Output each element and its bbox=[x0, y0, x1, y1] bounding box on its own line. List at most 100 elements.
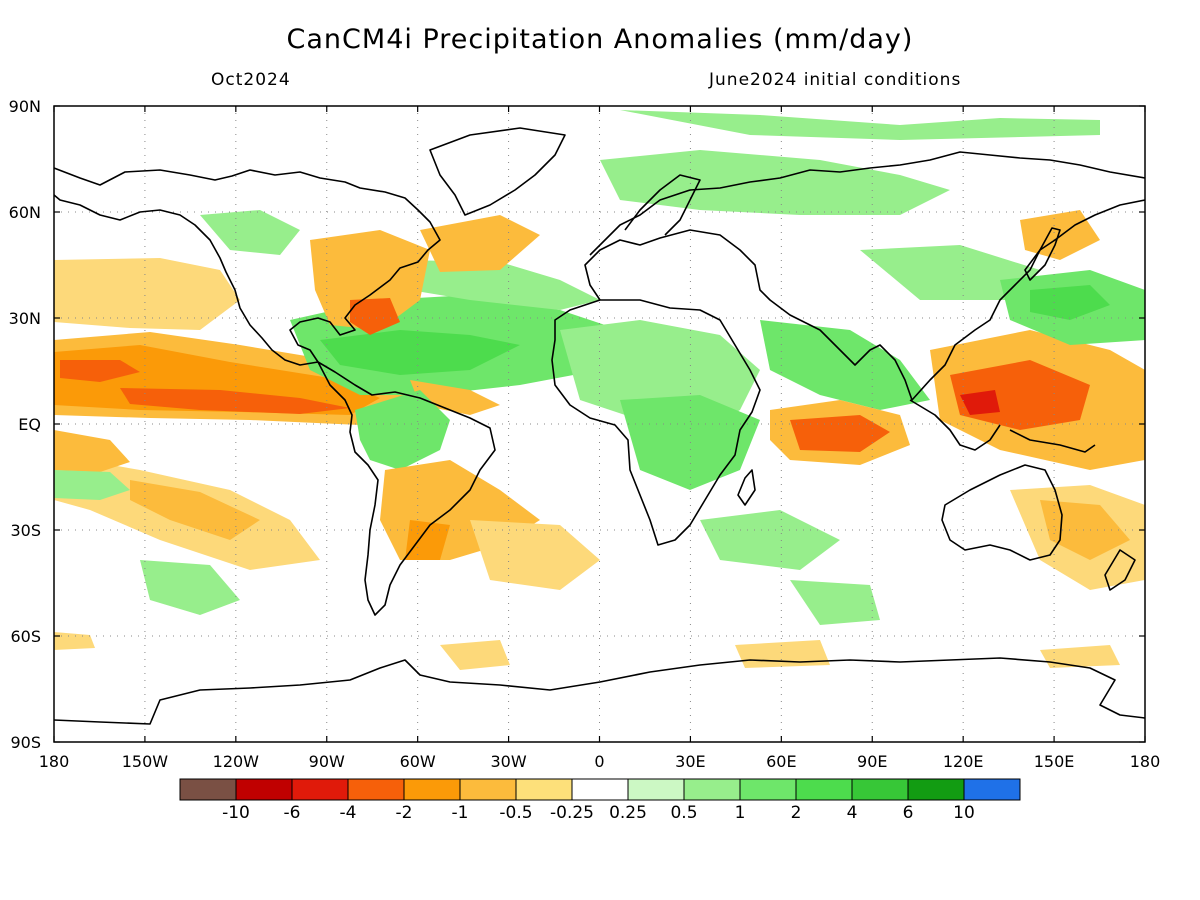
coastline-eurasia bbox=[584, 151, 1145, 401]
latitude-labels: 90N 60N 30N EQ 30S 60S 90S bbox=[9, 97, 41, 752]
init-conditions-label: June2024 initial conditions bbox=[709, 70, 962, 90]
anomaly-region bbox=[54, 470, 130, 500]
coastline-north-america bbox=[54, 167, 441, 366]
colorbar-swatch bbox=[291, 778, 349, 801]
lon-label: 120E bbox=[943, 752, 984, 771]
anomaly-region bbox=[420, 215, 540, 272]
anomaly-region bbox=[355, 390, 450, 470]
anomaly-region bbox=[760, 320, 930, 410]
anomaly-region bbox=[120, 388, 350, 414]
valid-month-label: Oct2024 bbox=[211, 70, 291, 90]
colorbar-label: 1 bbox=[735, 803, 746, 823]
lat-label: 90S bbox=[10, 733, 41, 752]
lon-label: 30E bbox=[675, 752, 705, 771]
coastline-japan bbox=[1024, 227, 1061, 281]
colorbar-swatch bbox=[795, 778, 853, 801]
colorbar: -10 -6 -4 -2 -1 -0.5 -0.25 0.25 0.5 1 2 4 6 10 bbox=[179, 778, 1021, 823]
coastline-greenland bbox=[429, 127, 566, 216]
anomaly-region bbox=[350, 298, 400, 335]
lon-label: 150E bbox=[1034, 752, 1075, 771]
colorbar-swatch bbox=[739, 778, 797, 801]
anomaly-region bbox=[470, 520, 600, 590]
colorbar-label: -2 bbox=[396, 803, 413, 823]
colorbar-swatch bbox=[179, 778, 237, 801]
anomaly-region bbox=[1030, 285, 1110, 320]
colorbar-swatch bbox=[627, 778, 685, 801]
lon-label: 150W bbox=[122, 752, 169, 771]
coastline-australia bbox=[941, 464, 1063, 561]
colorbar-label: 6 bbox=[903, 803, 914, 823]
anomaly-region bbox=[790, 415, 890, 452]
colorbar-swatch bbox=[459, 778, 517, 801]
anomaly-region bbox=[320, 330, 520, 375]
lat-label: 60S bbox=[10, 627, 41, 646]
anomaly-region bbox=[960, 390, 1000, 415]
lat-label: 60N bbox=[9, 203, 41, 222]
anomaly-region bbox=[54, 632, 95, 650]
colorbar-label: -0.25 bbox=[550, 803, 594, 823]
map-title: CanCM4i Precipitation Anomalies (mm/day) bbox=[286, 24, 914, 55]
colorbar-label: -10 bbox=[222, 803, 250, 823]
anomaly-region bbox=[200, 210, 300, 255]
colorbar-swatch bbox=[683, 778, 741, 801]
lon-label: 90E bbox=[857, 752, 887, 771]
coastline-south-america bbox=[317, 361, 496, 616]
axis-ticks bbox=[53, 105, 1146, 743]
coastline-madagascar bbox=[737, 469, 756, 506]
lon-label: 0 bbox=[594, 752, 604, 771]
colorbar-swatch bbox=[571, 778, 629, 801]
anomaly-region bbox=[1040, 645, 1120, 668]
lon-label: 60W bbox=[400, 752, 436, 771]
anomaly-region bbox=[600, 150, 950, 215]
anomaly-field bbox=[54, 110, 1145, 670]
lat-label: 90N bbox=[9, 97, 41, 116]
lon-label: 60E bbox=[766, 752, 796, 771]
colorbar-label: 4 bbox=[847, 803, 858, 823]
colorbar-swatch bbox=[907, 778, 965, 801]
coastlines bbox=[54, 127, 1145, 725]
colorbar-label: 10 bbox=[953, 803, 975, 823]
colorbar-label: -0.5 bbox=[499, 803, 532, 823]
colorbar-label: 0.5 bbox=[670, 803, 697, 823]
lon-label: 180 bbox=[1130, 752, 1161, 771]
anomaly-region bbox=[700, 510, 840, 570]
lon-label: 30W bbox=[490, 752, 526, 771]
colorbar-label: 0.25 bbox=[609, 803, 647, 823]
lat-label: 30N bbox=[9, 309, 41, 328]
anomaly-region bbox=[860, 245, 1040, 300]
coastline-africa bbox=[551, 299, 761, 546]
anomaly-region bbox=[405, 520, 450, 560]
coastline-new-zealand bbox=[1104, 549, 1136, 591]
anomaly-region bbox=[60, 360, 140, 382]
anomaly-region bbox=[54, 258, 240, 330]
anomaly-region bbox=[54, 430, 130, 472]
anomaly-region bbox=[620, 110, 1100, 140]
coastline-antarctica bbox=[54, 657, 1145, 725]
longitude-labels: 180 150W 120W 90W 60W 30W 0 30E 60E 90E 120E 150E 18… bbox=[39, 752, 1161, 771]
anomaly-region bbox=[790, 580, 880, 625]
colorbar-swatch bbox=[347, 778, 405, 801]
anomaly-region bbox=[735, 640, 830, 668]
lon-label: 120W bbox=[213, 752, 260, 771]
colorbar-swatch bbox=[851, 778, 909, 801]
lon-label: 180 bbox=[39, 752, 70, 771]
lat-label: 30S bbox=[10, 521, 41, 540]
anomaly-region bbox=[1020, 210, 1100, 260]
coastline-maritime bbox=[909, 399, 1096, 453]
colorbar-swatch bbox=[403, 778, 461, 801]
coastline-scandinavia bbox=[624, 174, 701, 236]
colorbar-label: -1 bbox=[452, 803, 469, 823]
anomaly-region bbox=[440, 640, 510, 670]
colorbar-label: -6 bbox=[284, 803, 301, 823]
colorbar-swatch bbox=[963, 778, 1021, 801]
colorbar-label: -4 bbox=[340, 803, 357, 823]
lat-label: EQ bbox=[18, 415, 41, 434]
anomaly-region bbox=[130, 480, 260, 540]
anomaly-region bbox=[140, 560, 240, 615]
colorbar-label: 2 bbox=[791, 803, 802, 823]
colorbar-swatch bbox=[235, 778, 293, 801]
lon-label: 90W bbox=[309, 752, 345, 771]
anomaly-region bbox=[400, 260, 600, 310]
anomaly-region bbox=[310, 230, 430, 330]
